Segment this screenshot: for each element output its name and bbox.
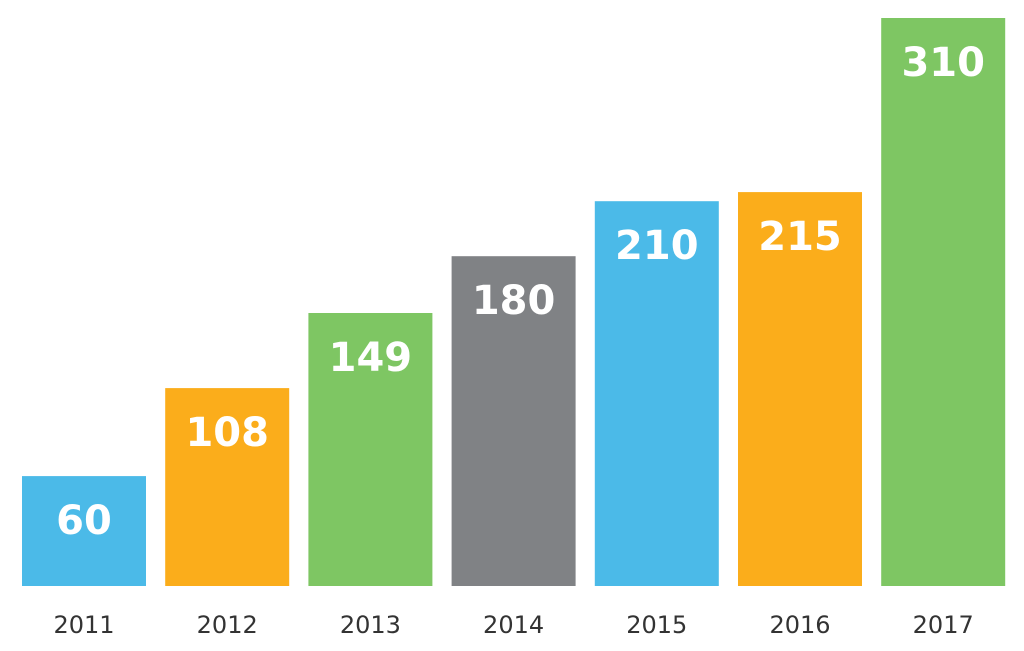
x-tick-label-2015: 2015 — [626, 611, 687, 639]
x-tick-label-2013: 2013 — [340, 611, 401, 639]
bar-value-label-2016: 215 — [758, 214, 842, 260]
x-tick-label-2016: 2016 — [769, 611, 830, 639]
value-labels-group: 60 108 149 180 210 215 310 — [56, 40, 985, 544]
bar-2013 — [308, 313, 433, 586]
x-axis-tick-labels: 2011 2012 2013 2014 2015 2016 2017 — [53, 611, 973, 639]
bar-2012 — [165, 388, 290, 586]
bar-value-label-2013: 149 — [329, 335, 413, 381]
bar-2017 — [881, 18, 1006, 586]
bar-2011 — [22, 476, 146, 586]
x-tick-label-2014: 2014 — [483, 611, 544, 639]
bar-value-label-2015: 210 — [615, 223, 699, 269]
bar-value-label-2014: 180 — [472, 278, 556, 324]
bar-value-label-2017: 310 — [901, 40, 985, 86]
x-tick-label-2012: 2012 — [197, 611, 258, 639]
bars-group — [22, 18, 1006, 586]
bar-2015 — [594, 201, 719, 586]
x-tick-label-2017: 2017 — [913, 611, 974, 639]
bar-value-label-2012: 108 — [185, 410, 269, 456]
bar-2014 — [451, 256, 576, 586]
bar-2016 — [738, 192, 862, 586]
x-tick-label-2011: 2011 — [53, 611, 114, 639]
bar-value-label-2011: 60 — [56, 498, 112, 544]
